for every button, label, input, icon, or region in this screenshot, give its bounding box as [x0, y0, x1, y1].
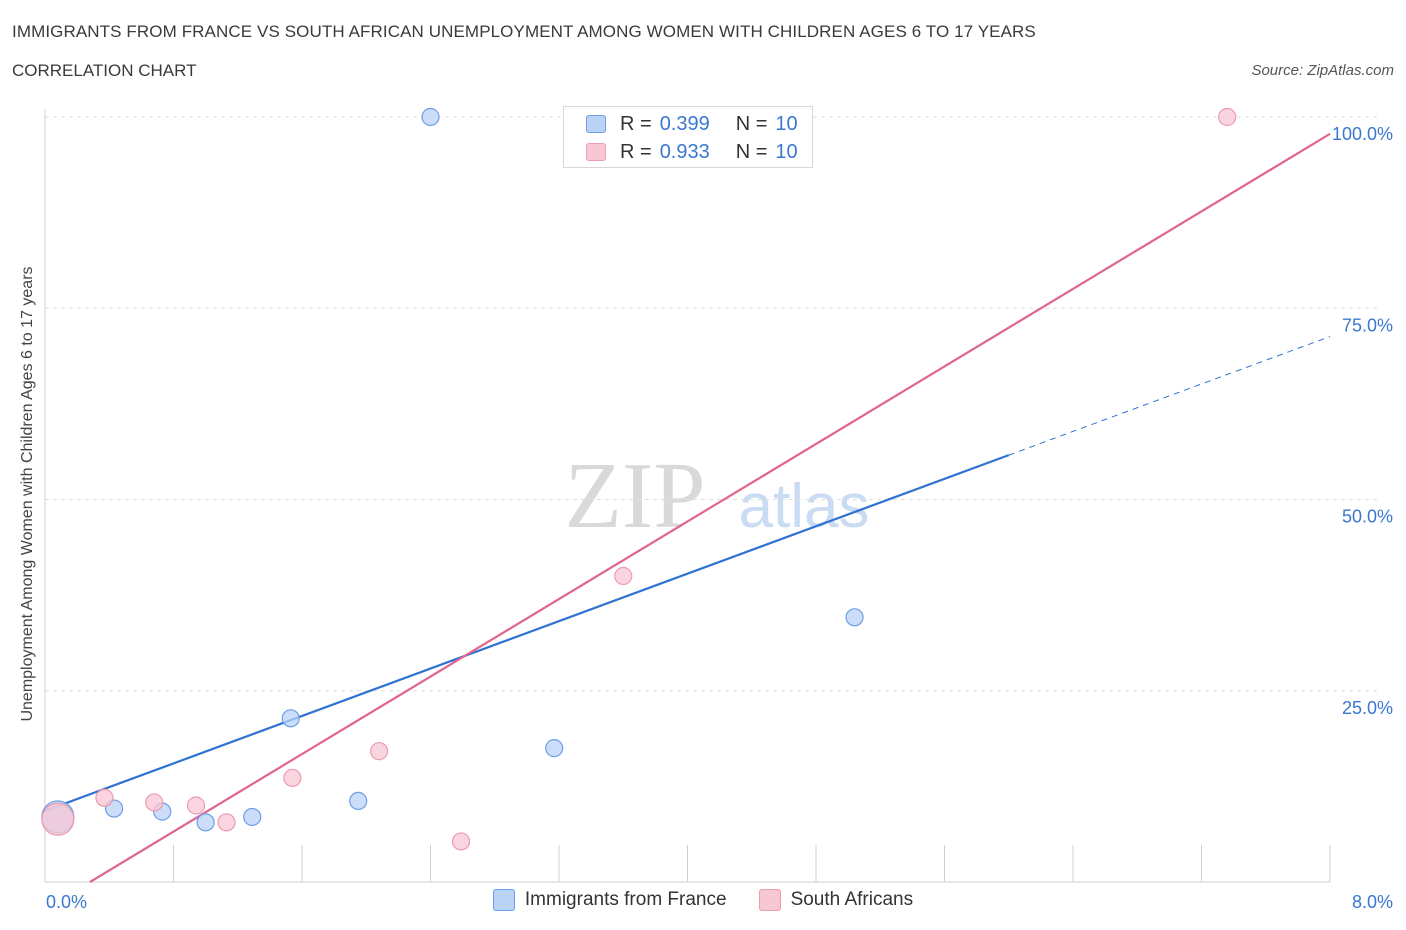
data-point-france[interactable] — [421, 107, 440, 127]
correlation-legend: R = 0.399 N = 10 R = 0.933 N = 10 — [563, 106, 813, 168]
legend-swatch-france — [492, 889, 515, 911]
legend-swatch-france — [586, 115, 606, 133]
y-tick-label: 100.0% — [1332, 124, 1393, 144]
data-point-south-africans[interactable] — [370, 742, 389, 761]
trend-line-france-extension — [1008, 336, 1331, 456]
data-point-south-africans[interactable] — [186, 796, 206, 815]
y-tick-label: 75.0% — [1342, 315, 1393, 335]
data-point-south-africans[interactable] — [451, 832, 471, 851]
legend-item-france[interactable]: Immigrants from France — [492, 889, 727, 911]
data-point-france[interactable] — [545, 739, 564, 758]
y-tick-label: 50.0% — [1342, 507, 1393, 527]
trend-line-france — [44, 454, 1010, 812]
legend-row-south-africans: R = 0.933 N = 10 — [586, 141, 798, 163]
legend-item-south-africans[interactable]: South Africans — [758, 889, 914, 911]
data-point-south-africans[interactable] — [1218, 107, 1237, 127]
tick-labels: 25.0% 50.0% 75.0% 100.0% 0.0% 8.0% — [46, 124, 1393, 912]
x-tick-label-min: 0.0% — [46, 892, 87, 912]
y-tick-label: 25.0% — [1342, 698, 1393, 718]
legend-r-label: R = — [620, 140, 652, 163]
legend-r-value: 0.399 — [659, 112, 710, 135]
series-legend: Immigrants from France South Africans — [0, 889, 1406, 911]
watermark-zip: ZIP — [565, 444, 706, 548]
chart-title: IMMIGRANTS FROM FRANCE VS SOUTH AFRICAN … — [12, 22, 1036, 41]
axes — [44, 109, 1331, 883]
chart-subtitle: CORRELATION CHART — [12, 61, 197, 80]
legend-row-france: R = 0.399 N = 10 — [586, 113, 798, 135]
data-point-south-africans[interactable] — [283, 768, 302, 788]
data-point-south-africans[interactable] — [145, 793, 164, 812]
legend-swatch-south-africans — [758, 889, 781, 911]
data-point-south-africans[interactable] — [41, 802, 75, 836]
data-point-south-africans[interactable] — [614, 566, 633, 586]
data-point-south-africans[interactable] — [95, 788, 114, 807]
grid-lines — [45, 116, 1380, 692]
legend-r-label: R = — [620, 112, 652, 135]
data-point-south-africans[interactable] — [217, 813, 236, 832]
data-point-france[interactable] — [349, 791, 368, 811]
watermark: ZIP atlas — [565, 444, 870, 548]
data-point-france[interactable] — [196, 813, 215, 832]
legend-label-south-africans: South Africans — [790, 889, 914, 910]
legend-label-france: Immigrants from France — [524, 889, 727, 910]
legend-n-label: N = — [735, 112, 768, 135]
legend-n-label: N = — [735, 140, 768, 163]
legend-n-value: 10 — [775, 112, 798, 135]
data-point-france[interactable] — [243, 807, 262, 827]
legend-r-value: 0.933 — [659, 140, 710, 163]
legend-n-value: 10 — [775, 140, 798, 163]
data-points — [41, 107, 1237, 851]
data-point-france[interactable] — [281, 709, 300, 728]
data-point-france[interactable] — [845, 608, 864, 627]
trend-line-south-africans — [89, 132, 1331, 883]
legend-swatch-south-africans — [586, 143, 606, 161]
trend-lines — [44, 132, 1331, 883]
source-label: Source: ZipAtlas.com — [1251, 62, 1394, 79]
x-tick-label-max: 8.0% — [1352, 892, 1393, 912]
watermark-atlas: atlas — [739, 472, 870, 541]
